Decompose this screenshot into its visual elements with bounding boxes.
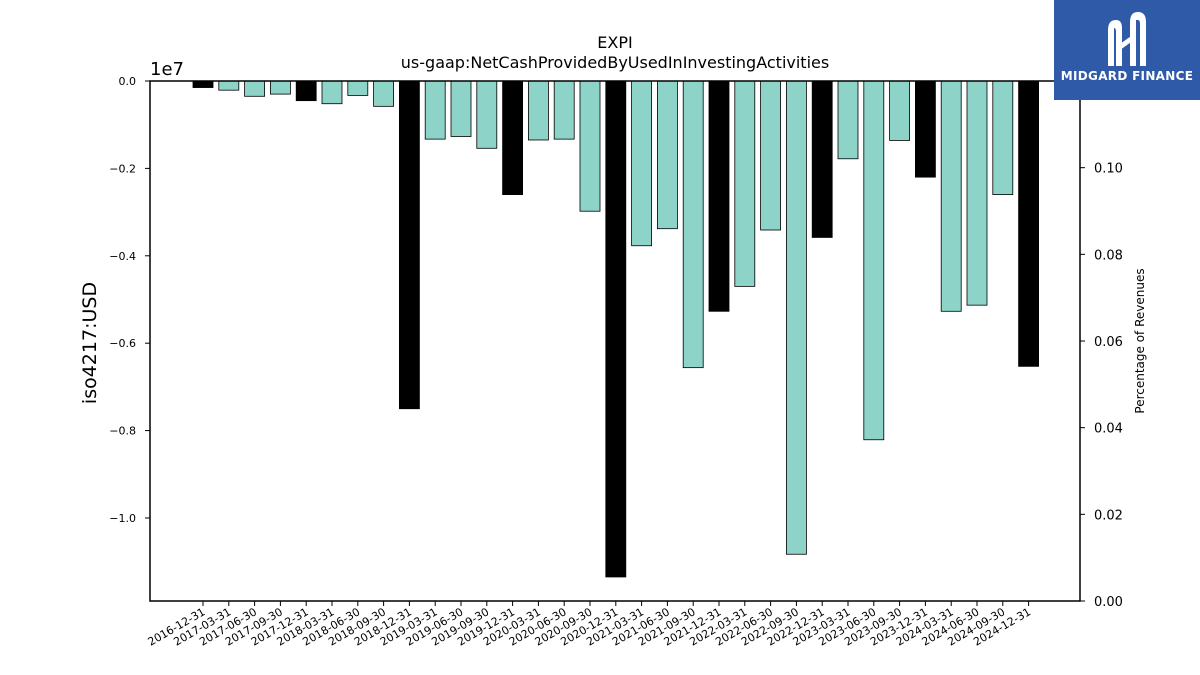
bar-2024-12-31 [1018, 80, 1039, 367]
bar-2020-12-31 [605, 80, 627, 578]
midgard-logo-icon [1108, 12, 1146, 66]
bar-2023-03-31 [837, 80, 859, 160]
bar-2020-06-30 [553, 80, 575, 140]
y-axis-label: iso4217:USD [79, 282, 101, 404]
bar-2021-12-31 [708, 80, 730, 312]
bar-2023-12-31 [915, 80, 936, 178]
y-ticks-group: 0.0 −0.2 −0.4 −0.6 −0.8 −1.0 [109, 75, 150, 525]
bar-2023-06-30 [863, 80, 885, 441]
bar-2018-06-30 [347, 80, 369, 96]
y-tick-label: −1.0 [109, 512, 136, 525]
y2-tick-label: 0.10 [1094, 162, 1123, 177]
bar-2018-12-31 [398, 80, 420, 410]
brand-name: MIDGARD FINANCE [1060, 69, 1194, 83]
y-tick-label: −0.4 [109, 250, 136, 263]
y2-tick-label: 0.00 [1094, 595, 1123, 610]
bar-2024-06-30 [966, 80, 988, 306]
y2-tick-label: 0.02 [1094, 508, 1123, 523]
bar-2018-03-31 [321, 80, 343, 105]
bar-2024-09-30 [992, 80, 1014, 196]
bar-2021-09-30 [682, 80, 704, 369]
bar-2020-03-31 [528, 80, 549, 141]
y2-tick-label: 0.06 [1094, 335, 1123, 350]
bar-2023-09-30 [889, 80, 910, 141]
bar-2021-06-30 [657, 80, 678, 230]
bar-2018-09-30 [373, 80, 395, 107]
bar-2022-12-31 [811, 80, 833, 238]
chart-title: EXPI [597, 33, 632, 52]
bar-2019-12-31 [502, 80, 524, 196]
y2-tick-label: 0.04 [1094, 422, 1123, 437]
brand-logo: MIDGARD FINANCE [1054, 0, 1200, 100]
bar-2021-03-31 [631, 80, 652, 247]
y-tick-label: 0.0 [119, 75, 137, 88]
x-ticks-group: 2016-12-312017-03-312017-06-302017-09-30… [146, 601, 1033, 649]
bars-group [192, 80, 1039, 578]
y-tick-label: −0.2 [109, 162, 136, 175]
bar-2022-03-31 [734, 80, 756, 287]
y2-axis-label: Percentage of Revenues [1133, 268, 1147, 413]
chart-subtitle: us-gaap:NetCashProvidedByUsedInInvesting… [401, 53, 829, 72]
y2-ticks-group: 0.00 0.02 0.04 0.06 0.08 0.10 [1080, 162, 1123, 610]
bar-2017-03-31 [218, 80, 240, 91]
bar-2019-09-30 [476, 80, 498, 149]
y-tick-label: −0.6 [109, 337, 136, 350]
bar-2024-03-31 [940, 80, 962, 312]
bar-2017-06-30 [244, 80, 266, 97]
bar-2017-09-30 [269, 80, 291, 95]
plot-frame [149, 80, 1081, 602]
bar-2019-06-30 [450, 80, 472, 137]
y-offset-label: 1e7 [150, 59, 184, 80]
bar-2017-12-31 [295, 80, 317, 102]
bar-2020-09-30 [579, 80, 601, 212]
y2-tick-label: 0.08 [1094, 248, 1123, 263]
bar-2022-09-30 [786, 80, 807, 555]
bar-2019-03-31 [424, 80, 446, 140]
bar-2016-12-31 [192, 80, 214, 88]
bar-2022-06-30 [760, 80, 781, 231]
y-tick-label: −0.8 [109, 425, 136, 438]
